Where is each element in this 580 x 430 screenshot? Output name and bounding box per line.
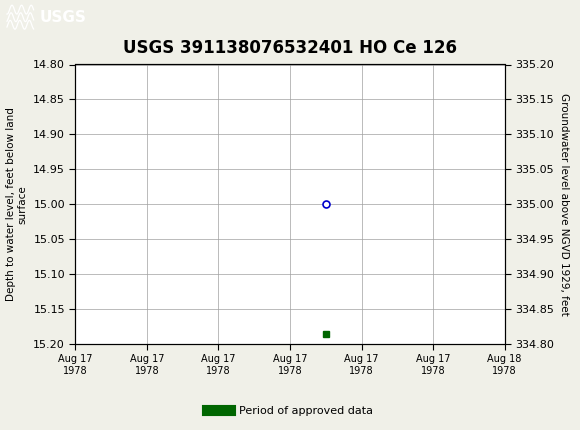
Legend: Period of approved data: Period of approved data <box>203 401 377 420</box>
Title: USGS 391138076532401 HO Ce 126: USGS 391138076532401 HO Ce 126 <box>123 40 457 57</box>
Y-axis label: Depth to water level, feet below land
surface: Depth to water level, feet below land su… <box>6 108 28 301</box>
Y-axis label: Groundwater level above NGVD 1929, feet: Groundwater level above NGVD 1929, feet <box>560 93 570 316</box>
Text: USGS: USGS <box>39 10 86 25</box>
